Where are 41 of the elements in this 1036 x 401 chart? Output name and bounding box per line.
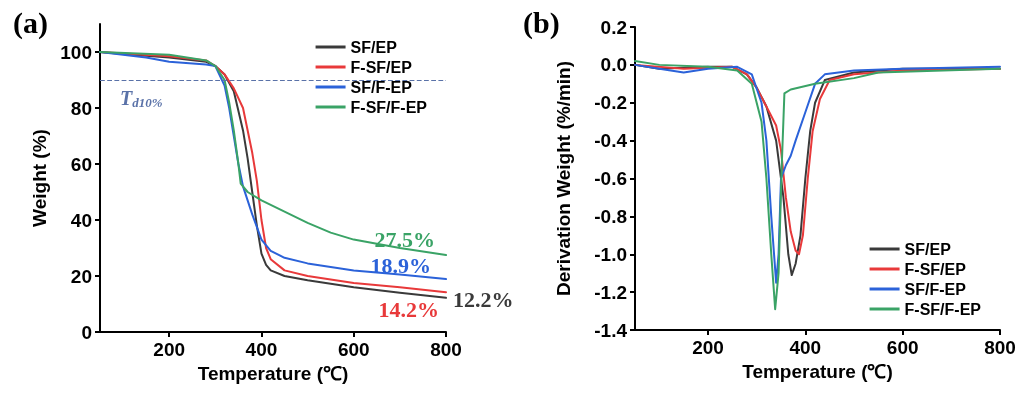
legend-label: SF/EP [904, 240, 952, 258]
y-tick-label: 0 [81, 321, 92, 343]
y-tick-label: 80 [70, 97, 92, 119]
legend-label: SF/F-EP [350, 78, 413, 96]
y-tick-label: 0.2 [600, 16, 627, 38]
y-tick-label: 20 [70, 265, 92, 287]
x-tick-label: 600 [886, 337, 919, 358]
x-tick-label: 400 [789, 337, 822, 358]
x-tick-label: 600 [337, 339, 370, 360]
chart-title: (b) [523, 5, 560, 40]
x-tick-label: 200 [692, 337, 724, 358]
y-axis-title: Weight (%) [29, 129, 51, 227]
y-tick-label: 0.0 [600, 54, 627, 76]
legend-label: F-SF/F-EP [350, 98, 428, 116]
x-tick-label: 800 [430, 339, 462, 360]
legend-label: SF/F-EP [904, 280, 967, 298]
data-label: 18.9% [370, 252, 431, 278]
y-tick-label: -1.2 [594, 281, 627, 303]
chart-title: (a) [13, 5, 48, 40]
y-tick-label: -0.4 [594, 130, 628, 152]
legend-label: F-SF/EP [904, 260, 967, 278]
legend-label: F-SF/F-EP [904, 300, 982, 318]
y-tick-label: 100 [60, 41, 92, 63]
data-label: 14.2% [378, 296, 439, 322]
y-axis-title: Derivation Weight (%/min) [553, 60, 574, 297]
y-tick-label: -0.2 [594, 92, 627, 114]
x-axis-title: Temperature (℃) [197, 362, 349, 384]
data-label: 27.5% [374, 226, 435, 252]
x-tick-label: 800 [984, 337, 1016, 358]
x-axis-title: Temperature (℃) [742, 360, 893, 382]
y-tick-label: 40 [70, 209, 92, 231]
y-tick-label: -0.6 [594, 168, 627, 189]
x-tick-label: 400 [245, 339, 278, 360]
x-tick-label: 200 [153, 339, 186, 360]
legend-label: F-SF/EP [350, 58, 413, 76]
y-tick-label: -0.8 [594, 205, 627, 227]
y-tick-label: -1.4 [594, 319, 628, 341]
data-label: 12.2% [453, 287, 514, 313]
y-tick-label: -1.0 [594, 243, 627, 265]
y-tick-label: 60 [70, 153, 92, 175]
legend-label: SF/EP [350, 38, 398, 56]
